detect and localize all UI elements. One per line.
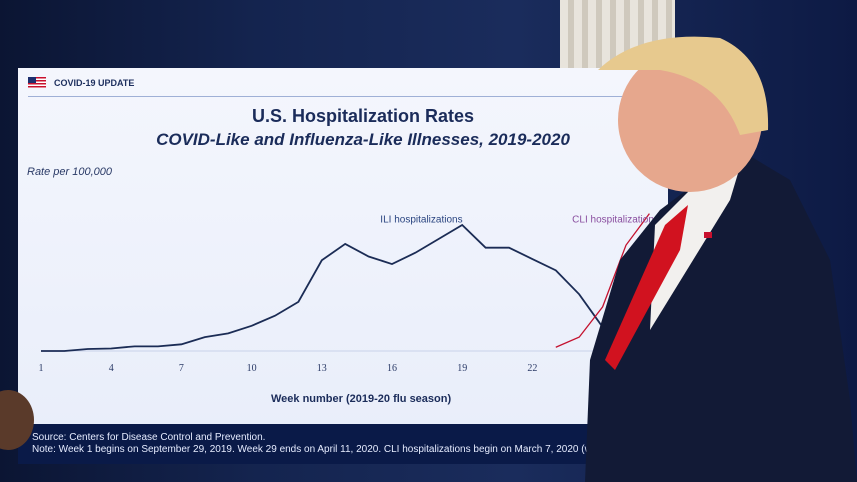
flag-pin: [704, 232, 712, 238]
hair: [598, 36, 769, 135]
x-tick-label: 13: [317, 363, 327, 374]
x-axis-label: Week number (2019-20 flu season): [271, 393, 452, 405]
shirt-collar: [650, 150, 745, 330]
source-note: Source: Centers for Disease Control and …: [32, 432, 266, 443]
x-tick-label: 22: [527, 363, 537, 374]
header: COVID-19 UPDATE: [28, 77, 134, 88]
footnote: Note: Week 1 begins on September 29, 201…: [32, 444, 628, 455]
x-tick-label: 10: [247, 363, 257, 374]
header-label: COVID-19 UPDATE: [54, 77, 135, 88]
display-screen: COVID-19 UPDATE U.S. Hospitalization Rat…: [18, 68, 668, 428]
header-divider: [28, 96, 668, 97]
x-tick-label: 16: [387, 363, 397, 374]
line-chart: 1 4 7 10 13 16 19 22 ILI hospitalizations CLI hos…: [39, 213, 659, 374]
series-label-cli: CLI hospitalizations: [572, 214, 659, 225]
tie: [605, 205, 688, 370]
x-tick-label: 4: [109, 363, 114, 374]
chart-subtitle: COVID-Like and Influenza-Like Illnesses,…: [156, 130, 570, 149]
chart-title: U.S. Hospitalization Rates: [251, 106, 475, 126]
x-tick-label: 7: [179, 363, 184, 374]
x-tick-label: 1: [39, 363, 44, 374]
suit: [585, 150, 857, 482]
foreground-head: [0, 390, 34, 450]
footer: Source: Centers for Disease Control and …: [18, 424, 658, 464]
series-label-ili: ILI hospitalizations: [380, 214, 462, 225]
x-tick-label: 19: [457, 363, 467, 374]
y-axis-label: Rate per 100,000: [27, 166, 113, 178]
us-flag-icon: [28, 77, 46, 88]
